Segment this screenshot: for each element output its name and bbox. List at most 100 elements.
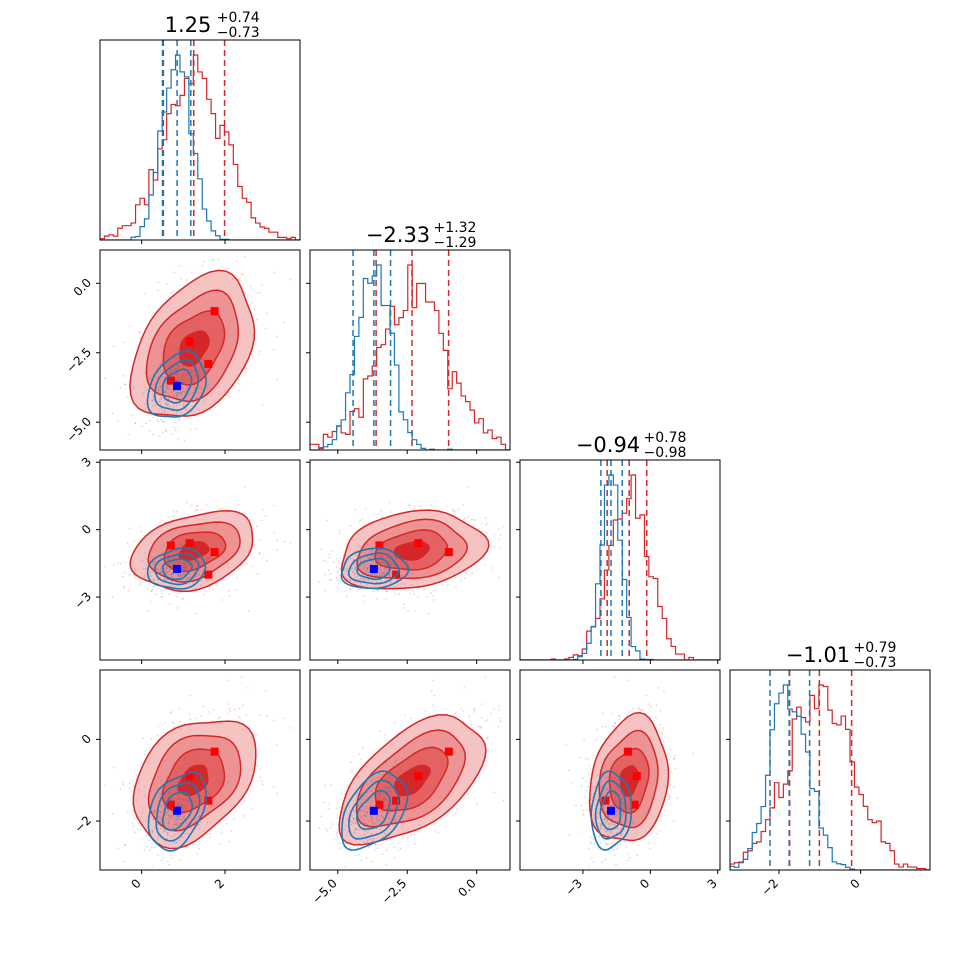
scatter-point <box>188 713 191 716</box>
scatter-point <box>370 550 372 552</box>
scatter-point <box>361 746 364 748</box>
scatter-point <box>264 690 267 692</box>
scatter-point <box>177 379 180 381</box>
scatter-point <box>164 588 167 591</box>
scatter-point <box>239 717 241 719</box>
scatter-point <box>205 370 207 373</box>
scatter-point <box>175 820 178 822</box>
scatter-point <box>169 395 171 397</box>
scatter-point <box>327 569 330 571</box>
scatter-point <box>238 509 241 512</box>
scatter-point <box>198 815 201 817</box>
scatter-point <box>177 394 180 397</box>
scatter-point <box>151 556 153 559</box>
scatter-point <box>171 410 173 412</box>
scatter-point <box>169 792 171 794</box>
scatter-point <box>258 768 261 770</box>
scatter-point <box>197 824 199 826</box>
scatter-point <box>182 373 184 375</box>
scatter-point <box>184 808 187 810</box>
scatter-point <box>250 353 253 355</box>
scatter-point <box>184 805 186 807</box>
scatter-point <box>387 543 389 545</box>
scatter-point <box>160 369 162 372</box>
truth-marker <box>369 564 378 573</box>
scatter-point <box>386 556 389 559</box>
scatter-point <box>237 716 240 718</box>
histogram-series-0 <box>310 264 510 450</box>
scatter-point <box>183 361 186 363</box>
scatter-point <box>182 387 184 390</box>
scatter-point <box>166 776 169 778</box>
scatter-point <box>365 507 367 510</box>
scatter-point <box>171 565 174 568</box>
scatter-point <box>161 475 163 477</box>
scatter-point <box>202 593 205 596</box>
scatter-point <box>414 842 416 845</box>
scatter-point <box>178 818 181 821</box>
scatter-point <box>172 827 175 830</box>
scatter-point <box>182 806 184 808</box>
scatter-point <box>432 599 435 601</box>
scatter-point <box>349 525 352 527</box>
scatter-point <box>156 289 159 292</box>
scatter-point <box>167 562 170 565</box>
scatter-point <box>163 801 166 804</box>
scatter-point <box>185 408 187 410</box>
scatter-point <box>194 805 197 808</box>
scatter-point <box>187 789 190 791</box>
scatter-point <box>177 347 180 349</box>
scatter-point <box>171 561 173 564</box>
scatter-point <box>162 578 165 581</box>
scatter-point <box>186 786 189 789</box>
scatter-point <box>364 552 367 555</box>
scatter-point <box>364 572 366 575</box>
scatter-point <box>168 570 170 573</box>
scatter-point <box>365 857 368 860</box>
scatter-point <box>398 577 400 580</box>
scatter-point <box>175 804 178 806</box>
scatter-point <box>394 565 397 567</box>
scatter-point <box>195 778 197 780</box>
scatter-point <box>167 578 169 580</box>
panel-1-0: −5.0−2.50.0 <box>64 249 301 477</box>
scatter-point <box>337 571 339 574</box>
scatter-point <box>167 820 170 823</box>
scatter-point <box>363 563 366 565</box>
scatter-point <box>351 571 354 573</box>
scatter-point <box>184 562 187 565</box>
scatter-point <box>228 595 231 597</box>
scatter-point <box>381 575 384 577</box>
scatter-point <box>160 403 162 406</box>
truth-marker <box>210 747 219 756</box>
scatter-point <box>193 745 196 747</box>
scatter-point <box>151 460 153 462</box>
scatter-point <box>175 405 178 407</box>
scatter-point <box>227 703 230 705</box>
contour-fill-series-0 <box>177 764 209 797</box>
scatter-point <box>151 405 154 407</box>
scatter-point <box>196 349 198 352</box>
scatter-point <box>161 804 163 807</box>
scatter-point <box>191 560 193 562</box>
scatter-point <box>159 824 161 827</box>
scatter-point <box>169 382 172 385</box>
scatter-point <box>201 788 204 791</box>
panel-content <box>318 676 505 870</box>
scatter-point <box>166 812 168 815</box>
scatter-point <box>158 569 160 571</box>
scatter-point <box>164 829 166 831</box>
scatter-point <box>164 565 166 567</box>
scatter-point <box>258 714 261 716</box>
scatter-point <box>208 792 211 795</box>
scatter-point <box>149 571 151 574</box>
scatter-point <box>151 830 154 832</box>
scatter-point <box>167 822 169 824</box>
scatter-point <box>199 370 202 373</box>
scatter-point <box>167 578 169 581</box>
scatter-point <box>189 803 191 805</box>
scatter-point <box>372 573 374 576</box>
panel-content <box>318 486 505 615</box>
scatter-point <box>182 383 184 385</box>
scatter-point <box>145 564 148 566</box>
